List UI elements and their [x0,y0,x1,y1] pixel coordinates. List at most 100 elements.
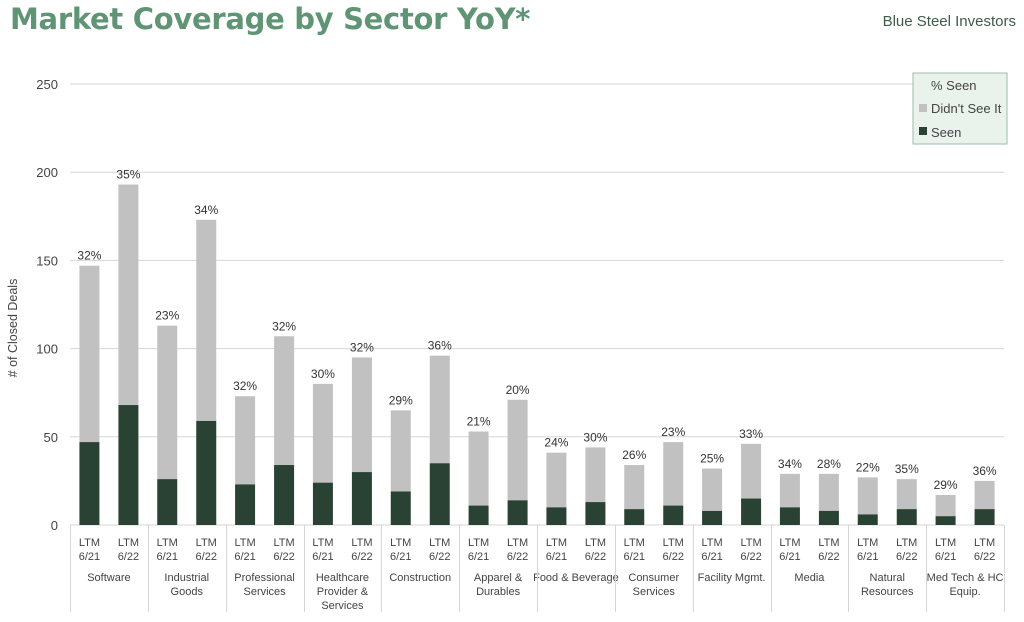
legend-swatch-seen [919,127,927,135]
y-tick-label: 200 [36,165,58,180]
bar-not-seen-healthcare-provider-services-0 [312,383,333,483]
x-axis: LTM 6/21 LTM 6/22 Software LTM 6/21 LTM 6/22 Indu… [70,525,1005,612]
brand-name: Blue Steel Investors [882,13,1016,30]
bar-seen-apparel-durables-1 [507,500,528,525]
x-tick-label: LTM [974,537,995,549]
bar-not-seen-consumer-services-0 [624,465,645,510]
bar-seen-professional-services-0 [235,484,256,525]
x-tick-label: 6/22 [196,551,217,563]
x-tick-label: LTM [234,537,255,549]
bar-seen-construction-1 [429,463,450,525]
x-tick-label: LTM [624,537,645,549]
category-label: Med Tech & HC [927,572,1004,584]
pct-label: 34% [778,457,802,471]
legend-title: % Seen [931,78,977,93]
x-tick-label: 6/21 [546,551,567,563]
legend-swatch-didnt-see-it [919,104,927,112]
bar-seen-consumer-services-1 [663,505,684,525]
x-tick-label: 6/22 [974,551,995,563]
legend-entry-seen: Seen [931,125,961,140]
x-tick-label: LTM [507,537,528,549]
x-tick-label: LTM [740,537,761,549]
category-label: Services [243,586,286,598]
bar-not-seen-natural-resources-0 [857,477,878,515]
x-tick-label: 6/21 [312,551,333,563]
pct-label: 34% [194,203,218,217]
x-tick-label: LTM [857,537,878,549]
bar-not-seen-consumer-services-1 [663,442,684,506]
y-tick-label: 100 [36,342,58,357]
bar-seen-natural-resources-0 [857,514,878,525]
category-label: Professional [234,572,295,584]
bar-seen-media-1 [818,510,839,525]
bar-not-seen-media-1 [818,473,839,511]
legend-box [912,72,1008,145]
x-tick-label: 6/22 [818,551,839,563]
pct-label: 28% [817,457,841,471]
chart-title: Market Coverage by Sector YoY* [10,2,531,36]
bar-seen-healthcare-provider-services-1 [351,472,372,525]
bar-seen-media-0 [779,507,800,525]
x-tick-label: 6/21 [390,551,411,563]
bar-not-seen-industrial-goods-0 [157,325,178,480]
x-tick-label: 6/21 [157,551,178,563]
category-label: Resources [861,586,914,598]
pct-label: 32% [272,319,296,333]
bar-not-seen-professional-services-0 [235,396,256,485]
category-label: Services [321,600,364,612]
x-tick-label: LTM [818,537,839,549]
x-tick-label: LTM [118,537,139,549]
x-tick-label: 6/22 [896,551,917,563]
y-tick-label: 150 [36,253,58,268]
bar-not-seen-facility-mgmt-0 [702,468,723,511]
pct-label: 22% [856,460,880,474]
x-tick-label: LTM [585,537,606,549]
x-tick-label: 6/21 [468,551,489,563]
category-label: Consumer [628,572,679,584]
pct-label: 20% [506,383,530,397]
x-tick-label: 6/21 [779,551,800,563]
bar-seen-apparel-durables-0 [468,505,489,525]
pct-label: 29% [934,478,958,492]
bar-seen-food-beverage-0 [546,507,567,525]
x-tick-label: 6/21 [624,551,645,563]
bar-not-seen-professional-services-1 [274,336,295,466]
x-tick-label: LTM [196,537,217,549]
bar-not-seen-med-tech-hc-equip-1 [974,480,995,510]
x-tick-label: 6/21 [234,551,255,563]
pct-label: 21% [467,415,491,429]
x-tick-label: 6/22 [507,551,528,563]
x-tick-label: 6/22 [118,551,139,563]
category-label: Industrial [164,572,209,584]
y-axis-label: # of Closed Deals [6,279,20,378]
category-label: Apparel & [474,572,523,584]
bar-not-seen-food-beverage-1 [585,447,606,503]
bars: 32% 35% 23% 34% 32% 32% 30% 32% 29% 36% 21% 20% 24% 3… [77,168,997,525]
x-tick-label: 6/21 [857,551,878,563]
pct-label: 26% [622,448,646,462]
legend-entry-didnt-see-it: Didn't See It [931,101,1002,116]
bar-seen-consumer-services-0 [624,509,645,525]
category-label: Software [87,572,130,584]
category-label: Services [633,586,676,598]
bar-not-seen-healthcare-provider-services-1 [351,357,372,473]
bar-not-seen-facility-mgmt-1 [741,443,762,499]
legend: % Seen Didn't See It Seen [912,72,1008,145]
bar-seen-facility-mgmt-0 [702,510,723,525]
bar-not-seen-software-1 [118,184,139,406]
x-tick-label: LTM [157,537,178,549]
pct-label: 24% [544,436,568,450]
category-label: Construction [389,572,451,584]
x-tick-label: LTM [663,537,684,549]
pct-label: 30% [311,367,335,381]
pct-label: 35% [895,462,919,476]
bar-seen-industrial-goods-1 [196,420,217,525]
x-tick-label: LTM [312,537,333,549]
x-tick-label: 6/21 [701,551,722,563]
bar-seen-food-beverage-1 [585,502,606,525]
x-tick-label: 6/22 [429,551,450,563]
pct-label: 32% [77,249,101,263]
x-tick-label: LTM [468,537,489,549]
bar-not-seen-apparel-durables-0 [468,431,489,506]
x-tick-label: LTM [935,537,956,549]
